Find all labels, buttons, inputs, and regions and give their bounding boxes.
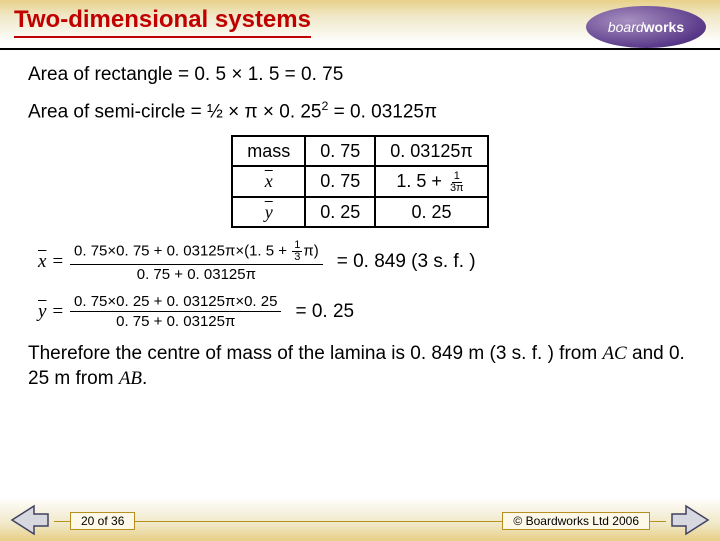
prev-button[interactable] [8, 504, 50, 536]
ybar-sym: y [38, 301, 46, 322]
sfrac-d: 3π [448, 183, 466, 194]
xbar-sym: x [38, 251, 46, 272]
ybar-label: y [265, 202, 273, 222]
ybar-result: = 0. 25 [295, 299, 354, 325]
conclusion-c: . [142, 368, 147, 389]
logo: boardworks [576, 2, 706, 52]
logo-text: boardworks [608, 19, 684, 35]
logo-text-a: board [608, 19, 644, 35]
xbar-label: x [265, 171, 273, 191]
xbar-num-a: 0. 75×0. 75 + 0. 03125π× [74, 242, 244, 259]
ybar-lhs: y = [38, 299, 64, 325]
xbar-num-paren-a: 1. 5 + [249, 242, 291, 259]
equation-ybar: y = 0. 75×0. 25 + 0. 03125π×0. 25 0. 75 … [38, 293, 692, 331]
xbar-fraction: 0. 75×0. 75 + 0. 03125π×(1. 5 + 13π) 0. … [70, 240, 323, 283]
semi-expr-a: ½ × π × 0. 25 [207, 101, 322, 122]
conclusion-ab: AB [119, 368, 142, 389]
ybar-fraction: 0. 75×0. 25 + 0. 03125π×0. 25 0. 75 + 0.… [70, 293, 281, 331]
xbar-num-paren-b: π [303, 242, 313, 259]
ybar-num: 0. 75×0. 25 + 0. 03125π×0. 25 [70, 293, 281, 312]
mass-table: mass 0. 75 0. 03125π x 0. 75 1. 5 + 13π … [231, 135, 489, 228]
small-frac: 13π [448, 171, 466, 194]
cell-y-rect: 0. 25 [305, 197, 375, 227]
table-row: x 0. 75 1. 5 + 13π [232, 166, 488, 197]
conclusion-a: Therefore the centre of mass of the lami… [28, 343, 602, 364]
footer: 20 of 36 © Boardworks Ltd 2006 [0, 500, 720, 540]
content: Area of rectangle = 0. 5 × 1. 5 = 0. 75 … [0, 50, 720, 392]
small-frac: 13 [292, 240, 302, 263]
ybar-den: 0. 75 + 0. 03125π [112, 312, 239, 330]
xbar-result: = 0. 849 (3 s. f. ) [337, 249, 476, 275]
xbar-den: 0. 75 + 0. 03125π [133, 265, 260, 283]
cell-x-semi: 1. 5 + 13π [375, 166, 488, 197]
xbar-lhs: x = [38, 249, 64, 275]
equation-xbar: x = 0. 75×0. 75 + 0. 03125π×(1. 5 + 13π)… [38, 240, 692, 283]
area-semicircle-line: Area of semi-circle = ½ × π × 0. 252 = 0… [28, 98, 692, 125]
xbar-num: 0. 75×0. 75 + 0. 03125π×(1. 5 + 13π) [70, 240, 323, 265]
next-button[interactable] [670, 504, 712, 536]
cell-x-label: x [232, 166, 305, 197]
rect-prefix: Area of rectangle = [28, 64, 194, 85]
conclusion-ac: AC [602, 343, 626, 364]
logo-text-b: works [644, 19, 684, 35]
sfrac-n: 1 [452, 171, 462, 183]
rect-expr: 0. 5 × 1. 5 = 0. 75 [194, 64, 343, 85]
conclusion: Therefore the centre of mass of the lami… [28, 341, 692, 392]
cell-mass-semi: 0. 03125π [375, 136, 488, 166]
cell-y-label: y [232, 197, 305, 227]
header: Two-dimensional systems boardworks [0, 0, 720, 50]
cell-x-semi-prefix: 1. 5 + [396, 171, 447, 191]
table-row: y 0. 25 0. 25 [232, 197, 488, 227]
cell-x-rect: 0. 75 [305, 166, 375, 197]
page-title: Two-dimensional systems [14, 6, 311, 38]
semi-prefix: Area of semi-circle = [28, 101, 207, 122]
area-rectangle-line: Area of rectangle = 0. 5 × 1. 5 = 0. 75 [28, 62, 692, 88]
table-row: mass 0. 75 0. 03125π [232, 136, 488, 166]
copyright: © Boardworks Ltd 2006 [502, 512, 650, 530]
cell-mass-rect: 0. 75 [305, 136, 375, 166]
semi-expr-b: = 0. 03125π [328, 101, 437, 122]
logo-ellipse: boardworks [586, 6, 706, 48]
page-indicator: 20 of 36 [70, 512, 135, 530]
cell-mass-label: mass [232, 136, 305, 166]
cell-y-semi: 0. 25 [375, 197, 488, 227]
sfrac-d: 3 [292, 252, 302, 263]
